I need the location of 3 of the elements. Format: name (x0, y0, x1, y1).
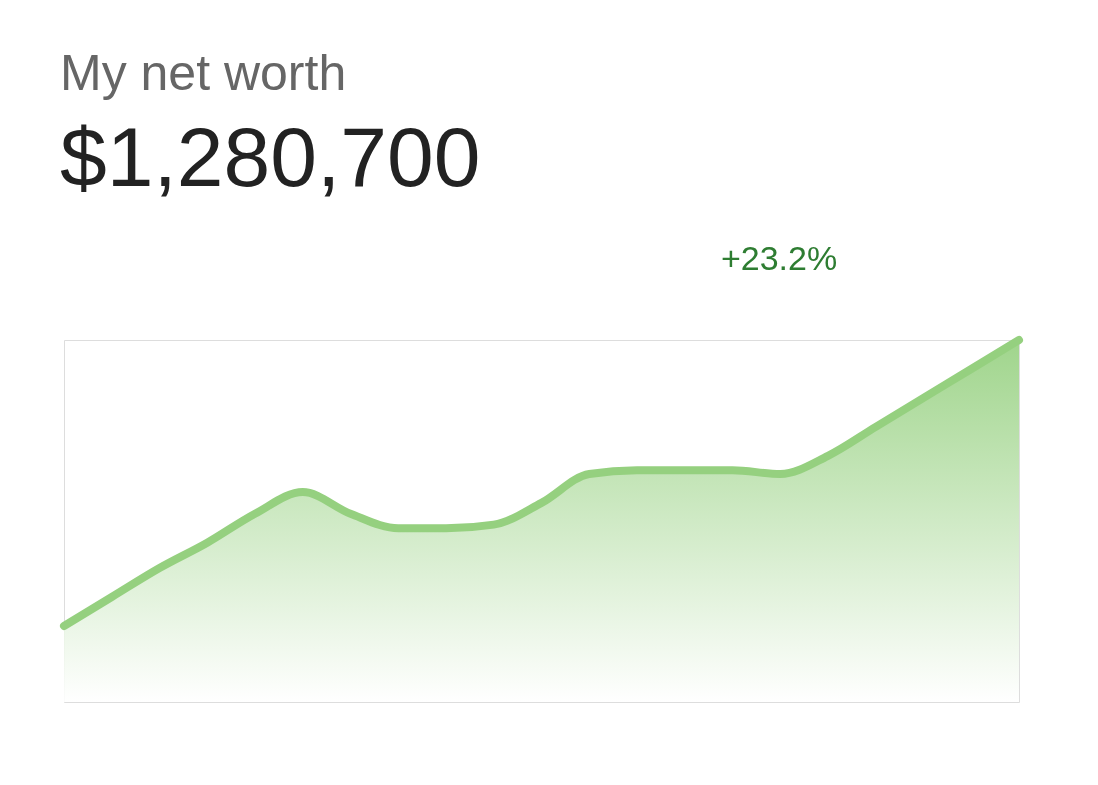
chart-title: My net worth (60, 45, 347, 101)
chart-subtitle: $1,280,700 (60, 110, 481, 204)
text: +23.2% (720, 239, 838, 277)
